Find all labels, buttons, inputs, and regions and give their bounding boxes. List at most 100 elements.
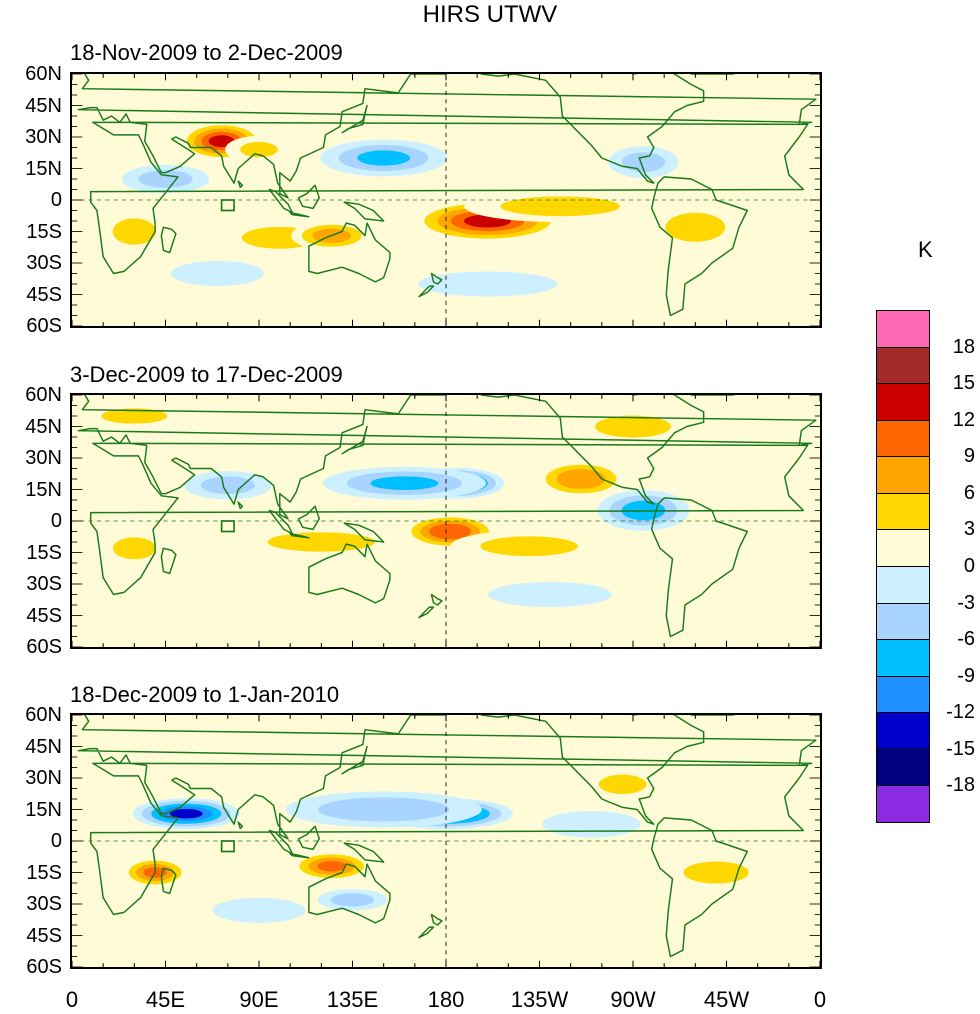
anomaly-map-2 — [72, 395, 820, 647]
coastline-nz-south — [418, 606, 435, 619]
coastline-japan — [341, 745, 368, 775]
colorbar-swatch — [876, 748, 930, 787]
anomaly-s-indian — [212, 897, 306, 923]
colorbar-label: -15 — [946, 737, 975, 760]
anomaly-arabian-sea — [121, 164, 210, 194]
colorbar-swatch — [876, 419, 930, 458]
anomaly-level-1 — [200, 476, 255, 495]
anomaly-level-1 — [500, 196, 620, 217]
anomaly-indonesia-band — [241, 527, 402, 557]
colorbar-swatch — [876, 456, 930, 494]
anomaly-southern-pacific — [417, 271, 558, 297]
region-box — [220, 520, 235, 533]
coastline-borneo — [297, 505, 320, 531]
anomaly-s-pacific — [487, 581, 612, 608]
coastline-sri-lanka — [237, 501, 244, 510]
coastline-eurasia — [77, 715, 817, 840]
anomaly-europe — [74, 402, 194, 430]
coastline-java — [289, 211, 310, 218]
lat-label-panel-1: 60S — [26, 315, 62, 337]
anomaly-map-3 — [72, 715, 820, 967]
colorbar-swatch — [876, 712, 930, 750]
colorbar-swatch — [876, 346, 930, 385]
lat-label-panel-3: 45N — [25, 735, 62, 758]
map-panel-1 — [70, 72, 822, 328]
coastline-sumatra — [268, 829, 293, 855]
panel-2-title: 3-Dec-2009 to 17-Dec-2009 — [70, 362, 343, 387]
coastline-nz-south — [418, 285, 435, 298]
lat-label-panel-2: 60N — [25, 384, 62, 406]
anomaly-level-1 — [330, 893, 375, 907]
lat-label-panel-2: 15N — [25, 478, 62, 501]
colorbar-label: -12 — [946, 701, 975, 724]
anomaly-arabian-sea-min — [132, 798, 240, 830]
coastline-japan — [341, 425, 368, 455]
anomaly-n-pacific — [459, 760, 558, 788]
coastline-eurasia — [77, 395, 817, 520]
anomaly-level-0 — [451, 102, 566, 130]
lat-label-panel-2: 60S — [26, 636, 62, 658]
anomaly-w-pacific-minimum — [320, 139, 448, 177]
figure-title: HIRS UTWV — [422, 1, 558, 28]
lat-label-panel-1: 0 — [50, 189, 62, 211]
map-panel-3 — [70, 713, 822, 969]
anomaly-n-indian — [184, 471, 272, 500]
coastline-australia — [308, 222, 391, 283]
lon-label: 135W — [510, 987, 569, 1012]
anomaly-n-australia-max — [290, 851, 373, 882]
region-box — [220, 840, 235, 853]
anomaly-level-1 — [112, 537, 156, 560]
coastline-nz-north — [430, 272, 443, 285]
anomaly-map-1 — [72, 74, 820, 326]
map-panel-2 — [70, 393, 822, 649]
anomaly-level-1 — [665, 212, 726, 242]
coastline-sumatra — [268, 509, 293, 535]
lat-label-panel-3: 0 — [50, 830, 62, 852]
lon-label: 90E — [239, 987, 279, 1012]
lat-label-panel-3: 60N — [25, 704, 62, 726]
colorbar — [876, 310, 930, 823]
lat-label-panel-3: 15N — [25, 798, 62, 821]
anomaly-level-2 — [370, 476, 439, 491]
coastline-new-guinea — [343, 201, 385, 222]
colorbar-label: 3 — [963, 518, 975, 541]
colorbar-swatch — [876, 675, 930, 714]
anomaly-level-1 — [595, 415, 671, 438]
lat-label-panel-1: 30S — [26, 252, 62, 274]
colorbar-label: -18 — [946, 774, 975, 797]
anomaly-pacific-band — [285, 791, 482, 828]
anomaly-level-1 — [317, 797, 450, 822]
colorbar-label: 9 — [963, 445, 975, 468]
lon-label: 135E — [326, 987, 379, 1012]
lat-label-panel-3: 30N — [25, 767, 62, 789]
colorbar-label: 0 — [963, 555, 975, 577]
lon-label: 0 — [813, 987, 827, 1012]
lon-label: 90W — [610, 987, 656, 1012]
coastline-australia — [308, 543, 391, 604]
anomaly-level-2 — [556, 469, 606, 489]
anomaly-level-1 — [240, 141, 278, 158]
anomaly-level-1 — [267, 532, 376, 552]
colorbar-label: 6 — [963, 481, 975, 504]
colorbar-label: -6 — [957, 628, 975, 651]
coastline-madagascar — [160, 547, 177, 575]
anomaly-level-0 — [542, 810, 641, 838]
coastline-nz-north — [430, 593, 443, 606]
anomaly-level-1 — [683, 861, 749, 884]
coastline-nz-south — [418, 926, 435, 939]
lon-label: 0 — [65, 987, 79, 1012]
coastline-south-america — [650, 817, 749, 958]
coastline-new-guinea — [343, 842, 385, 863]
lat-label-panel-1: 30N — [25, 126, 62, 148]
coastline-north-america — [480, 395, 705, 505]
colorbar-label: 15 — [952, 372, 975, 395]
lat-label-panel-2: 45N — [25, 415, 62, 438]
coastline-north-america — [480, 715, 705, 825]
anomaly-level-1 — [138, 170, 193, 188]
panel-3-title: 18-Dec-2009 to 1-Jan-2010 — [70, 682, 340, 707]
anomaly-level-3 — [429, 523, 472, 540]
anomaly-level-0 — [487, 581, 612, 608]
colorbar-swatch — [876, 785, 930, 823]
anomaly-level-0 — [212, 897, 306, 923]
anomaly-ne-pacific — [534, 460, 628, 498]
